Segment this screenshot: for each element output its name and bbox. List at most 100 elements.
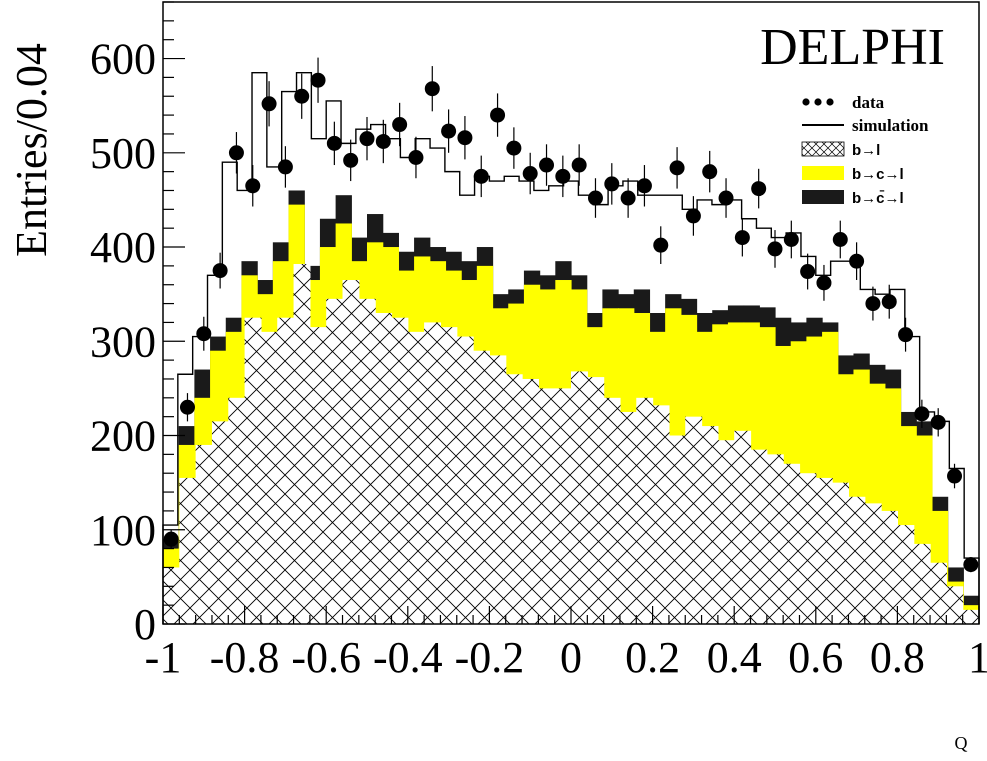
legend-hatch-swatch: [801, 141, 845, 157]
bar-b-l: [228, 397, 246, 624]
bar-b-l: [685, 416, 703, 624]
data-point: [751, 181, 767, 197]
data-point: [620, 190, 636, 206]
data-point: [473, 168, 489, 184]
data-point: [783, 231, 799, 247]
data-point: [343, 152, 359, 168]
bar-b-l: [783, 463, 801, 624]
bar-b-l: [554, 388, 572, 624]
data-point: [392, 117, 408, 133]
legend-data-dot: [826, 98, 834, 106]
stacked-fill-layer: [163, 190, 980, 625]
legend-data-dot: [802, 98, 810, 106]
data-point: [604, 176, 620, 192]
data-point: [424, 81, 440, 97]
legend-yellow-swatch: [802, 166, 844, 180]
y-tick-label: 0: [134, 600, 156, 649]
data-point: [767, 241, 783, 257]
legend-data-dot: [814, 98, 822, 106]
bar-b-l: [163, 567, 180, 624]
bar-b-l: [962, 609, 980, 624]
y-tick-label: 500: [90, 129, 156, 178]
data-point: [914, 406, 930, 422]
bar-b-l: [440, 327, 458, 624]
legend: data simulation b→l b→c→l b→c̄→l: [801, 93, 929, 207]
chart-title: DELPHI: [760, 19, 945, 76]
data-point: [522, 166, 538, 182]
data-point: [555, 168, 571, 184]
legend-label-b-cbar-l: b→c̄→l: [852, 189, 904, 207]
bar-b-l: [456, 336, 474, 624]
bar-b-l: [701, 426, 719, 624]
data-point: [179, 399, 195, 415]
data-point: [734, 230, 750, 246]
y-tick-label: 300: [90, 317, 156, 366]
bar-b-l: [489, 355, 507, 624]
legend-label-b-l: b→l: [852, 142, 880, 159]
x-tick-label: -0.6: [291, 633, 361, 682]
bar-b-l: [293, 263, 311, 624]
bar-b-l: [636, 397, 654, 624]
x-tick-label: 0.4: [707, 633, 762, 682]
bar-b-l: [897, 525, 915, 624]
data-point: [228, 145, 244, 161]
legend-label-simulation: simulation: [852, 116, 929, 135]
data-point: [294, 88, 310, 104]
bar-b-l: [375, 313, 393, 624]
x-tick-label: -0.2: [455, 633, 525, 682]
y-tick-label: 400: [90, 223, 156, 272]
data-point: [375, 133, 391, 149]
data-point: [506, 140, 522, 156]
bar-b-l: [571, 371, 588, 624]
x-tick-label: 1: [968, 633, 987, 682]
data-point: [963, 557, 979, 573]
bar-b-l: [309, 327, 327, 624]
bar-b-l: [668, 435, 686, 624]
legend-label-b-c-l: b→c→l: [852, 166, 904, 183]
bar-b-l: [179, 477, 197, 624]
x-tick-label: -0.4: [373, 633, 443, 682]
data-point: [718, 190, 734, 206]
x-tick-label: 0.6: [788, 633, 843, 682]
bar-b-l: [342, 280, 360, 624]
data-point: [587, 190, 603, 206]
bar-b-l: [211, 421, 229, 624]
bar-b-l: [522, 378, 539, 624]
data-point: [653, 237, 669, 253]
bar-b-l: [930, 562, 947, 624]
data-point: [539, 157, 555, 173]
y-axis-label: Entries/0.04: [7, 43, 56, 257]
data-point: [457, 130, 473, 146]
data-point: [636, 178, 652, 194]
bar-b-l: [734, 430, 752, 624]
data-point: [359, 131, 375, 147]
bar-b-l: [473, 350, 490, 624]
x-tick-label: 0.2: [625, 633, 680, 682]
data-point: [261, 96, 277, 112]
x-tick-label: -1: [145, 633, 182, 682]
data-point: [849, 253, 865, 269]
data-points-layer: [163, 57, 979, 573]
data-point: [865, 296, 881, 312]
data-point: [163, 531, 179, 547]
data-point: [212, 263, 228, 279]
x-tick-label: 0: [560, 633, 582, 682]
data-point: [326, 135, 342, 151]
legend-black-swatch: [802, 190, 844, 204]
data-point: [816, 275, 832, 291]
bar-b-l: [832, 482, 850, 624]
data-point: [881, 294, 897, 310]
bar-b-l: [799, 473, 817, 624]
data-point: [571, 157, 587, 173]
data-point: [930, 414, 946, 430]
data-point: [898, 327, 914, 343]
bar-b-l: [407, 331, 425, 624]
data-point: [441, 123, 457, 139]
bar-b-l: [505, 374, 523, 624]
bar-b-l: [603, 397, 621, 624]
data-point: [685, 208, 701, 224]
bar-b-l: [652, 405, 670, 624]
bar-b-l: [946, 586, 964, 624]
bar-b-l: [619, 411, 637, 624]
